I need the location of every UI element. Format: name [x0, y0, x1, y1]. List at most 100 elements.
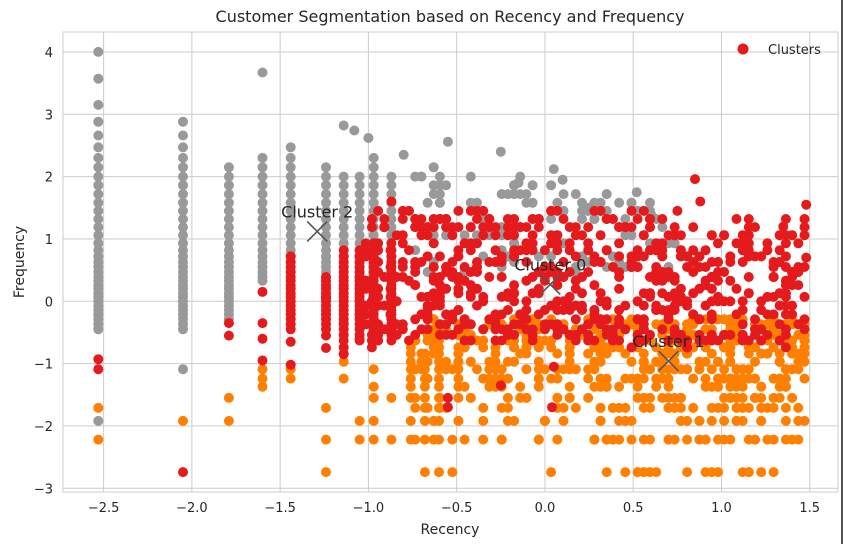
cluster-1-point — [405, 373, 416, 384]
cluster-1-point — [657, 364, 668, 375]
cluster-0-point — [386, 196, 397, 207]
scatter-points — [93, 46, 812, 478]
cluster-2-point — [338, 180, 349, 191]
cluster-0-point — [657, 272, 668, 282]
cluster-2-point — [178, 230, 188, 241]
cluster-2-point — [178, 222, 188, 233]
cluster-0-point — [379, 222, 390, 233]
cluster-1-point — [756, 348, 767, 359]
cluster-0-point — [663, 305, 674, 315]
cluster-1-point — [583, 392, 594, 403]
cluster-1-point — [93, 434, 104, 445]
cluster-2-point — [223, 189, 234, 200]
cluster-1-point — [663, 381, 674, 392]
cluster-2-point — [441, 180, 452, 191]
cluster-1-point — [257, 373, 268, 384]
cluster-1-point — [521, 342, 532, 353]
cluster-0-point — [321, 330, 331, 341]
cluster-0-point — [632, 214, 643, 224]
cluster-0-point — [465, 205, 476, 216]
cluster-1-point — [706, 348, 717, 359]
cluster-1-point — [682, 415, 693, 426]
cluster-0-point — [373, 238, 384, 249]
cluster-1-point — [589, 342, 600, 353]
cluster-1-point — [428, 415, 439, 426]
cluster-0-point — [93, 364, 104, 375]
cluster-0-point — [780, 288, 791, 299]
cluster-1-point — [787, 348, 798, 359]
cluster-0-point — [502, 230, 513, 241]
cluster-0-point — [434, 214, 445, 224]
cluster-0-point — [373, 245, 384, 256]
cluster-0-point — [632, 245, 643, 256]
cluster-0-point — [583, 329, 594, 340]
cluster-1-point — [564, 356, 575, 367]
cluster-2-point — [338, 205, 349, 216]
cluster-2-point — [546, 214, 557, 224]
cluster-2-point — [223, 238, 234, 249]
cluster-1-point — [589, 381, 600, 392]
cluster-0-point — [589, 205, 600, 216]
cluster-0-point — [672, 205, 683, 216]
cluster-1-point — [663, 373, 674, 384]
cluster-1-point — [453, 356, 464, 367]
cluster-0-point — [527, 230, 538, 241]
cluster-1-point — [756, 402, 767, 413]
cluster-1-point — [756, 467, 767, 478]
cluster-1-point — [453, 373, 464, 384]
cluster-1-point — [459, 434, 470, 445]
cluster-2-point — [363, 133, 374, 143]
x-axis-label: Recency — [421, 522, 480, 538]
cluster-0-point — [657, 214, 668, 224]
cluster-1-point — [93, 402, 104, 413]
cluster-0-point — [725, 329, 736, 340]
cluster-1-point — [441, 356, 452, 367]
cluster-0-point — [527, 335, 538, 346]
cluster-0-point — [338, 318, 349, 329]
cluster-0-point — [490, 230, 501, 241]
cluster-2-point — [354, 171, 365, 182]
cluster-2-point — [459, 230, 470, 241]
cluster-1-point — [223, 415, 234, 426]
cluster-1-point — [539, 364, 550, 375]
cluster-2-point — [386, 189, 397, 200]
cluster-0-point — [589, 280, 600, 291]
cluster-1-point — [632, 381, 643, 392]
cluster-0-point — [533, 214, 544, 224]
cluster-2-point — [321, 189, 331, 200]
cluster-1-point — [713, 356, 723, 367]
cluster-1-point — [731, 392, 742, 403]
cluster-0-point — [626, 251, 637, 262]
cluster-2-point — [428, 162, 439, 173]
cluster-1-point — [502, 402, 513, 413]
cluster-0-point — [614, 222, 625, 233]
cluster-1-point — [706, 381, 717, 392]
cluster-0-point — [638, 251, 649, 262]
cluster-0-point — [527, 324, 538, 335]
cluster-1-point — [669, 348, 680, 359]
cluster-0-point — [539, 272, 550, 282]
cluster-2-point — [178, 152, 188, 163]
cluster-2-point — [321, 171, 331, 182]
cluster-0-point — [472, 214, 482, 224]
cluster-2-point — [93, 99, 104, 110]
cluster-0-point — [706, 329, 717, 340]
cluster-0-point — [731, 283, 742, 294]
cluster-0-point — [385, 245, 396, 256]
cluster-1-point — [589, 356, 600, 367]
cluster-0-point — [546, 205, 557, 216]
cluster-0-point — [410, 329, 421, 340]
cluster-1-point — [419, 381, 430, 392]
cluster-0-point — [645, 245, 655, 256]
cluster-1-point — [552, 348, 563, 359]
cluster-0-point — [614, 319, 625, 330]
cluster-1-point — [706, 467, 717, 478]
cluster-1-point — [533, 356, 544, 367]
cluster-1-point — [601, 381, 612, 392]
cluster-1-point — [620, 373, 631, 384]
cluster-1-point — [447, 467, 458, 478]
cluster-0-point — [694, 251, 705, 262]
cluster-1-point — [405, 356, 416, 367]
cluster-1-point — [422, 373, 433, 384]
